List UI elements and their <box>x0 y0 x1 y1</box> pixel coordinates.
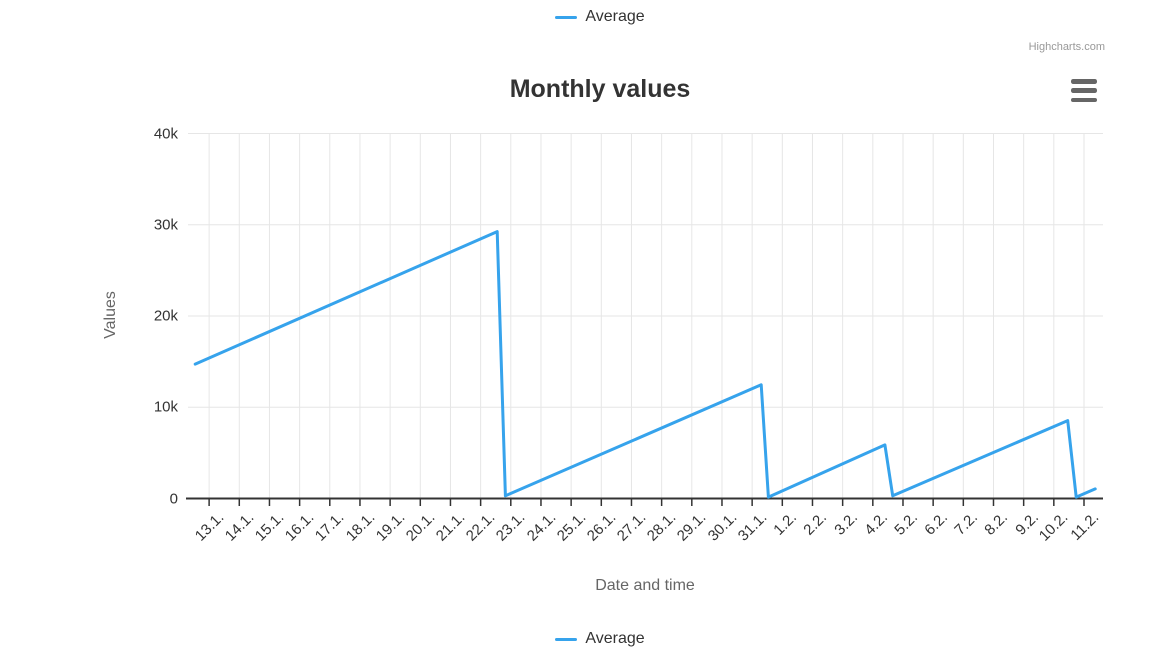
series-line-average[interactable] <box>193 230 1097 499</box>
legend-item-label: Average <box>585 8 645 25</box>
y-axis-label: 10k <box>153 398 178 416</box>
export-menu-hamburger-icon[interactable] <box>1071 79 1097 102</box>
legend-line-marker-icon <box>555 637 578 641</box>
legend-line-marker-icon <box>555 15 578 19</box>
hamburger-bar <box>1071 88 1097 93</box>
y-axis-label: 30k <box>153 216 178 234</box>
hamburger-bar <box>1071 97 1097 102</box>
chart-title: Monthly values <box>509 75 691 103</box>
y-axis-label: 0 <box>169 490 178 507</box>
previous-chart-legend-item[interactable]: Average <box>14 6 1172 28</box>
x-axis-title: Date and time <box>595 577 695 594</box>
legend-item-average[interactable]: Average <box>14 628 1172 650</box>
hamburger-bar <box>1071 79 1097 84</box>
y-axis-label: 40k <box>153 125 178 142</box>
y-axis-title: Values <box>102 291 119 339</box>
legend-item-label: Average <box>585 630 645 647</box>
highcharts-credits-link[interactable]: Highcharts.com <box>1028 41 1105 53</box>
y-axis-label: 20k <box>153 307 178 325</box>
